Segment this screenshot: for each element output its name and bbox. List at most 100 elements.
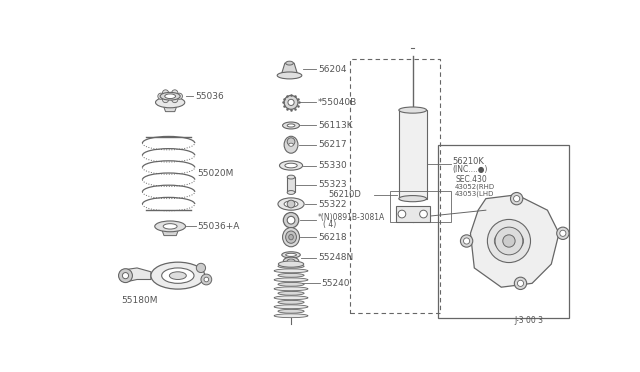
- Circle shape: [398, 210, 406, 218]
- Ellipse shape: [284, 201, 298, 207]
- Ellipse shape: [164, 94, 175, 99]
- Text: *55040B: *55040B: [318, 98, 357, 107]
- Text: 56113K: 56113K: [318, 121, 353, 130]
- Circle shape: [172, 90, 178, 96]
- Ellipse shape: [278, 273, 304, 277]
- Text: 55020M: 55020M: [197, 169, 234, 178]
- Ellipse shape: [285, 253, 296, 256]
- Ellipse shape: [163, 224, 177, 229]
- Text: 43053(LHD: 43053(LHD: [455, 191, 495, 197]
- Text: 55036: 55036: [195, 92, 223, 101]
- Circle shape: [122, 273, 129, 279]
- Ellipse shape: [274, 278, 308, 282]
- Text: 43052(RHD: 43052(RHD: [455, 184, 495, 190]
- Circle shape: [288, 99, 294, 106]
- Circle shape: [284, 96, 298, 109]
- Ellipse shape: [155, 221, 186, 232]
- Ellipse shape: [278, 300, 304, 304]
- Text: ( 4): ( 4): [323, 219, 336, 228]
- Ellipse shape: [284, 136, 298, 153]
- Polygon shape: [163, 103, 178, 112]
- Ellipse shape: [160, 92, 180, 100]
- Text: SEC.430: SEC.430: [455, 175, 487, 184]
- Ellipse shape: [274, 314, 308, 318]
- Text: 55240: 55240: [321, 279, 349, 288]
- Circle shape: [287, 200, 295, 208]
- Ellipse shape: [283, 122, 300, 129]
- Polygon shape: [122, 268, 151, 282]
- Circle shape: [503, 235, 515, 247]
- Circle shape: [488, 219, 531, 263]
- Ellipse shape: [277, 72, 302, 79]
- Circle shape: [463, 238, 470, 244]
- Ellipse shape: [289, 143, 293, 146]
- Bar: [399, 110, 427, 199]
- Circle shape: [513, 196, 520, 202]
- Ellipse shape: [287, 175, 295, 179]
- Ellipse shape: [285, 231, 296, 243]
- Ellipse shape: [278, 291, 304, 295]
- Text: 55248N: 55248N: [318, 253, 353, 262]
- Text: (INC....●): (INC....●): [452, 165, 488, 174]
- Circle shape: [560, 230, 566, 236]
- Ellipse shape: [285, 163, 297, 168]
- Circle shape: [201, 274, 212, 285]
- Ellipse shape: [289, 234, 293, 240]
- Circle shape: [196, 263, 205, 273]
- Ellipse shape: [283, 228, 300, 247]
- Circle shape: [172, 96, 178, 103]
- Text: *(N)0891B-3081A: *(N)0891B-3081A: [318, 213, 385, 222]
- Ellipse shape: [287, 124, 295, 127]
- Bar: [287, 177, 295, 192]
- Circle shape: [517, 280, 524, 286]
- Text: 55323: 55323: [318, 180, 347, 189]
- Bar: [390, 191, 451, 222]
- Circle shape: [204, 277, 209, 282]
- Ellipse shape: [274, 305, 308, 309]
- Ellipse shape: [278, 261, 304, 267]
- Ellipse shape: [278, 198, 304, 210]
- Circle shape: [158, 93, 164, 99]
- Circle shape: [176, 93, 182, 99]
- Ellipse shape: [170, 272, 186, 279]
- Ellipse shape: [287, 138, 295, 145]
- Circle shape: [515, 277, 527, 289]
- Ellipse shape: [162, 268, 194, 283]
- Ellipse shape: [274, 269, 308, 273]
- Ellipse shape: [287, 190, 295, 195]
- Text: 55180M: 55180M: [121, 296, 157, 305]
- Text: 56210D: 56210D: [328, 190, 361, 199]
- Circle shape: [495, 227, 523, 255]
- Text: 55330: 55330: [318, 161, 347, 170]
- Ellipse shape: [280, 161, 303, 170]
- Polygon shape: [470, 195, 559, 287]
- Ellipse shape: [278, 264, 304, 268]
- Polygon shape: [282, 63, 297, 73]
- Text: 56210K: 56210K: [452, 157, 484, 166]
- Polygon shape: [161, 227, 179, 235]
- Text: 55036+A: 55036+A: [197, 222, 239, 231]
- Ellipse shape: [278, 282, 304, 286]
- Ellipse shape: [278, 310, 304, 313]
- Text: 56217: 56217: [318, 140, 347, 149]
- Ellipse shape: [151, 262, 205, 289]
- Text: J-3 00 3: J-3 00 3: [515, 316, 543, 325]
- Text: 55322: 55322: [318, 199, 346, 209]
- Ellipse shape: [399, 196, 427, 202]
- Circle shape: [511, 192, 523, 205]
- Circle shape: [557, 227, 569, 240]
- Circle shape: [420, 210, 428, 218]
- Text: 56218: 56218: [318, 232, 347, 242]
- Text: 56204: 56204: [318, 65, 346, 74]
- Circle shape: [118, 269, 132, 283]
- Circle shape: [163, 96, 168, 103]
- Ellipse shape: [156, 97, 185, 108]
- Ellipse shape: [282, 252, 300, 258]
- Circle shape: [163, 90, 168, 96]
- Circle shape: [284, 212, 299, 228]
- Ellipse shape: [285, 61, 293, 65]
- Bar: [349, 58, 440, 312]
- Ellipse shape: [287, 259, 295, 263]
- Ellipse shape: [274, 287, 308, 291]
- Bar: [396, 206, 429, 222]
